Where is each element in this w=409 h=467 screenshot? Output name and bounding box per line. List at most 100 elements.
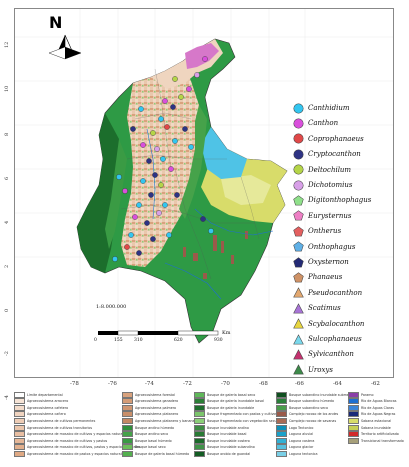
land-cover-legend-item: Laguna tectonica bbox=[276, 450, 317, 457]
legend-swatch bbox=[194, 391, 205, 398]
land-cover-legend-item: Laguna aluvial bbox=[276, 431, 313, 438]
legend-label: Bosque inundable andino bbox=[207, 425, 249, 430]
legend-label: Agroecosistema cañero bbox=[27, 412, 66, 417]
land-cover-legend-item: Agroecosistema cañero bbox=[14, 411, 66, 418]
land-cover-legend-item: Sabana estacional bbox=[348, 417, 391, 424]
sample-point bbox=[178, 94, 184, 100]
legend-label: Agroecosistema de mosaico de cultivos y … bbox=[27, 432, 128, 437]
sample-point bbox=[170, 104, 176, 110]
rocky-complexes bbox=[183, 231, 248, 279]
sample-point bbox=[150, 130, 156, 136]
legend-swatch bbox=[122, 444, 133, 451]
genus-name: Scybalocanthon bbox=[308, 319, 365, 328]
triangle-marker-icon bbox=[293, 302, 304, 314]
genus-name: Scatimus bbox=[308, 304, 341, 313]
legend-label: Bosque inundable basal bbox=[207, 432, 247, 437]
scale-bar bbox=[98, 330, 219, 336]
land-cover-legend-item: Bosque orobio de guandal bbox=[194, 450, 250, 457]
legend-label: Transicional transformado bbox=[361, 438, 404, 443]
sample-point bbox=[188, 144, 194, 150]
legend-swatch bbox=[348, 398, 359, 405]
genus-legend-item: Phanaeus bbox=[293, 270, 342, 284]
legend-label: Agroecosistema arrocero bbox=[27, 399, 69, 404]
legend-swatch bbox=[122, 437, 133, 444]
land-cover-legend-item: Agroecosistema cafetero bbox=[14, 404, 68, 411]
sample-point bbox=[138, 106, 144, 112]
legend-swatch bbox=[194, 417, 205, 424]
land-cover-legend-item: Bosque inundable subandino bbox=[194, 444, 255, 451]
land-cover-legend-item: Agroecosistema de mosaico de cultivos, p… bbox=[14, 444, 140, 451]
legend-swatch bbox=[276, 404, 287, 411]
longitude-label: -76 bbox=[108, 381, 117, 387]
sample-point bbox=[146, 158, 152, 164]
sample-point bbox=[162, 98, 168, 104]
land-cover-legend-item: Bosque de galería basal seco bbox=[194, 391, 256, 398]
sample-point bbox=[130, 126, 136, 132]
legend-swatch bbox=[122, 398, 133, 405]
land-cover-legend-item: Agroecosistema platanero y bananero bbox=[122, 417, 198, 424]
circle-marker-icon bbox=[293, 133, 304, 144]
land-cover-legend-item: Laguna costera bbox=[276, 437, 314, 444]
map-frame bbox=[14, 8, 394, 378]
sample-point bbox=[128, 232, 134, 238]
genus-name: Deltochilum bbox=[308, 165, 352, 174]
legend-swatch bbox=[276, 417, 287, 424]
genus-legend-item: Scatimus bbox=[293, 301, 341, 315]
legend-label: Complejo rocoso de savanas bbox=[289, 418, 337, 423]
legend-swatch bbox=[14, 417, 25, 424]
legend-label: Bosque de galería inundable bbox=[207, 405, 255, 410]
sample-point bbox=[112, 256, 118, 262]
genus-name: Phanaeus bbox=[308, 273, 343, 282]
land-cover-legend-item: Bosque andino seco bbox=[122, 431, 168, 438]
triangle-marker-icon bbox=[293, 287, 304, 298]
latitude-label: 10 bbox=[4, 85, 10, 92]
genus-legend-item: Onthophagus bbox=[293, 240, 356, 254]
sample-point bbox=[122, 188, 128, 194]
legend-swatch bbox=[122, 404, 133, 411]
land-cover-legend-item: Sabana inundable bbox=[348, 424, 391, 431]
legend-swatch bbox=[276, 444, 287, 451]
sample-point bbox=[158, 182, 164, 188]
legend-label: Agroecosistema de mosaico de pastos y es… bbox=[27, 451, 126, 456]
longitude-label: -72 bbox=[183, 381, 192, 387]
paramo-strip bbox=[185, 43, 219, 69]
genus-name: Canthidium bbox=[308, 104, 350, 112]
land-cover-legend-item: Territorio artificializado bbox=[348, 431, 399, 438]
legend-label: Agroecosistema palmero bbox=[135, 405, 177, 410]
land-cover-legend-item: Bosque andino húmedo bbox=[122, 424, 174, 431]
legend-swatch bbox=[348, 391, 359, 398]
andean-forest-east bbox=[179, 105, 207, 219]
genus-legend-item: Ontherus bbox=[293, 224, 341, 238]
land-cover-legend-item: Río de Aguas Claras bbox=[348, 404, 394, 411]
sample-point bbox=[202, 56, 208, 62]
genus-legend-item: Eurysternus bbox=[293, 209, 351, 223]
longitude-label: -62 bbox=[371, 381, 380, 387]
sample-point bbox=[164, 124, 170, 130]
land-cover-legend-item: Bosque inundable basal bbox=[194, 431, 247, 438]
latitude-label: 12 bbox=[4, 41, 10, 48]
land-cover-legend-item: Agroecosistema forestal bbox=[122, 391, 175, 398]
legend-label: Bosque de galería inundable basal bbox=[207, 399, 264, 404]
legend-label: Límite departamental bbox=[27, 392, 63, 397]
genus-name: Canthon bbox=[308, 119, 339, 128]
longitude-label: -70 bbox=[221, 381, 230, 387]
sample-point bbox=[208, 228, 214, 234]
legend-swatch bbox=[14, 444, 25, 451]
sample-point bbox=[200, 216, 206, 222]
genus-legend-item: Oxysternon bbox=[293, 255, 349, 269]
genus-legend-item: Canthidium bbox=[293, 101, 349, 115]
sample-point bbox=[144, 220, 150, 226]
land-cover-legend-item: Agroecosistema platanero bbox=[122, 411, 178, 418]
circle-marker-icon bbox=[293, 102, 304, 114]
longitude-label: -68 bbox=[259, 381, 268, 387]
legend-swatch bbox=[14, 450, 25, 457]
legend-label: Bosque de galería basal seco bbox=[207, 392, 256, 397]
sample-point bbox=[136, 250, 142, 256]
legend-swatch bbox=[14, 437, 25, 444]
sample-point bbox=[156, 210, 162, 216]
legend-swatch bbox=[348, 404, 359, 411]
circle-marker-icon bbox=[293, 179, 304, 191]
sample-point bbox=[162, 202, 168, 208]
genus-legend-item: Digitonthophagus bbox=[293, 193, 371, 207]
legend-label: Laguna glaciar bbox=[289, 445, 314, 450]
